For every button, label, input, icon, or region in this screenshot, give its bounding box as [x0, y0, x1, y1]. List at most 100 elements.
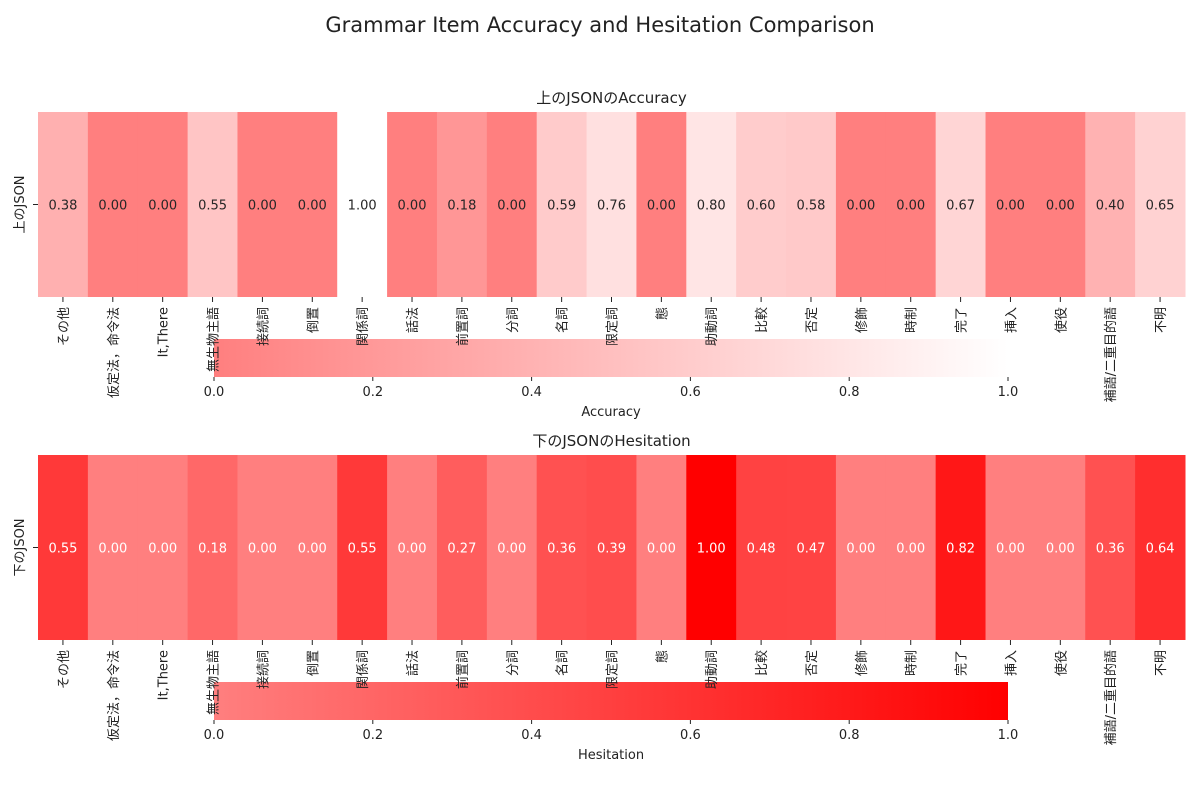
heatmap-cell [87, 112, 139, 297]
heatmap-cell [38, 455, 89, 640]
heatmap-cell [237, 112, 288, 297]
heatmap-cell [885, 112, 937, 297]
heatmap-cell [686, 455, 737, 640]
colorbar-tick-label: 0.8 [839, 385, 860, 400]
x-tick-label: 否定 [805, 650, 820, 676]
cell-value-label: 0.00 [996, 542, 1025, 557]
cell-value-label: 0.00 [398, 199, 427, 214]
x-tick-label: 関係詞 [356, 307, 371, 346]
heatmap-cell [1085, 455, 1136, 640]
heatmap-cell [486, 455, 538, 640]
x-tick-label: 接続詞 [255, 307, 271, 346]
x-tick-label: 使役 [1053, 650, 1069, 676]
x-tick-label: 名詞 [555, 307, 571, 333]
cell-value-label: 0.48 [747, 542, 776, 557]
x-tick-label: 完了 [955, 307, 970, 333]
x-tick-label: 不明 [1154, 307, 1169, 333]
x-tick-label: 態 [654, 650, 670, 663]
colorbar-tick-label: 0.4 [521, 385, 542, 400]
cell-value-label: 0.00 [497, 199, 526, 214]
cell-value-label: 0.36 [547, 542, 576, 557]
heatmap-cell [337, 112, 388, 297]
x-tick-label: 無生物主語 [206, 650, 222, 715]
cell-value-label: 0.67 [946, 199, 975, 214]
heatmap-cell [636, 455, 687, 640]
heatmap-cell [387, 455, 438, 640]
cell-value-label: 0.47 [797, 542, 826, 557]
x-tick-label: 助動詞 [705, 307, 720, 346]
x-tick-label: 前置詞 [455, 650, 471, 689]
cell-value-label: 0.18 [198, 542, 227, 557]
heatmap-cell [337, 455, 388, 640]
colorbar [214, 339, 1008, 377]
cell-value-label: 0.00 [148, 542, 177, 557]
heatmap-cell [985, 112, 1036, 297]
y-tick-label: 上のJSON [13, 175, 28, 233]
cell-value-label: 0.60 [747, 199, 776, 214]
heatmap-cell [835, 455, 887, 640]
x-tick-label: 限定詞 [606, 650, 621, 689]
x-tick-label: It,There [157, 650, 172, 700]
heatmap-cell [187, 112, 238, 297]
cell-value-label: 0.00 [1046, 542, 1075, 557]
cell-value-label: 0.39 [597, 542, 626, 557]
heatmap-cell [885, 455, 937, 640]
x-tick-label: 前置詞 [455, 307, 471, 346]
x-tick-label: 否定 [805, 307, 820, 333]
cell-value-label: 0.65 [1146, 199, 1175, 214]
heatmap-cell [586, 455, 637, 640]
x-tick-label: 修飾 [855, 650, 870, 676]
heatmap-cell [1035, 112, 1086, 297]
cell-value-label: 1.00 [697, 542, 726, 557]
colorbar-tick-label: 1.0 [998, 728, 1019, 743]
cell-value-label: 0.00 [98, 199, 127, 214]
cell-value-label: 0.18 [447, 199, 476, 214]
colorbar-tick-label: 0.2 [362, 385, 383, 400]
panel-2: 下のJSONのHesitation 下のJSON 0.0 0.2 0.4 0.6 0.8 1.… [13, 432, 1186, 763]
heatmap-cell [1135, 455, 1186, 640]
cell-value-label: 0.76 [597, 199, 626, 214]
cell-value-label: 0.00 [497, 542, 526, 557]
cell-value-label: 1.00 [348, 199, 377, 214]
panel-1: 上のJSONのAccuracy 上のJSON 0.0 0.2 0.4 0.6 0.8 1.0 A… [13, 89, 1186, 420]
x-tick-label: 挿入 [1004, 307, 1019, 333]
heatmap-cell [536, 112, 588, 297]
heatmap-cell [38, 112, 89, 297]
x-tick-label: 時制 [905, 650, 920, 676]
colorbar-label: Hesitation [578, 748, 644, 763]
heatmap-cell [137, 112, 189, 297]
x-tick-label: 不明 [1154, 650, 1169, 676]
cell-value-label: 0.55 [348, 542, 377, 557]
cell-value-label: 0.00 [398, 542, 427, 557]
x-tick-label: 分詞 [506, 307, 521, 333]
cell-value-label: 0.59 [547, 199, 576, 214]
x-tick-label: 仮定法，命令法 [106, 650, 122, 741]
heatmap-cell [636, 112, 687, 297]
cell-value-label: 0.80 [697, 199, 726, 214]
heatmap-cell [287, 112, 338, 297]
x-tick-label: 時制 [905, 307, 920, 333]
heatmap-cell [387, 112, 438, 297]
colorbar-tick-label: 0.6 [680, 385, 701, 400]
heatmap-cell [187, 455, 238, 640]
cell-value-label: 0.55 [198, 199, 227, 214]
x-tick-label: It,There [157, 307, 172, 357]
colorbar-tick-label: 0.4 [521, 728, 542, 743]
cell-value-label: 0.00 [1046, 199, 1075, 214]
x-tick-label: 態 [654, 307, 670, 320]
cell-value-label: 0.00 [996, 199, 1025, 214]
cell-value-label: 0.38 [48, 199, 77, 214]
colorbar-tick-label: 0.2 [362, 728, 383, 743]
cell-value-label: 0.00 [298, 199, 327, 214]
heatmap-cell [686, 112, 737, 297]
x-tick-label: 仮定法，命令法 [106, 307, 122, 398]
cell-value-label: 0.00 [896, 199, 925, 214]
colorbar-tick-label: 0.0 [204, 728, 225, 743]
heatmap-cell [1135, 112, 1186, 297]
colorbar [214, 682, 1008, 720]
x-tick-label: 倒置 [306, 307, 321, 333]
heatmap-cell [287, 455, 338, 640]
colorbar-label: Accuracy [581, 405, 641, 420]
x-tick-label: 話法 [405, 307, 421, 333]
heatmap-cell [736, 112, 787, 297]
